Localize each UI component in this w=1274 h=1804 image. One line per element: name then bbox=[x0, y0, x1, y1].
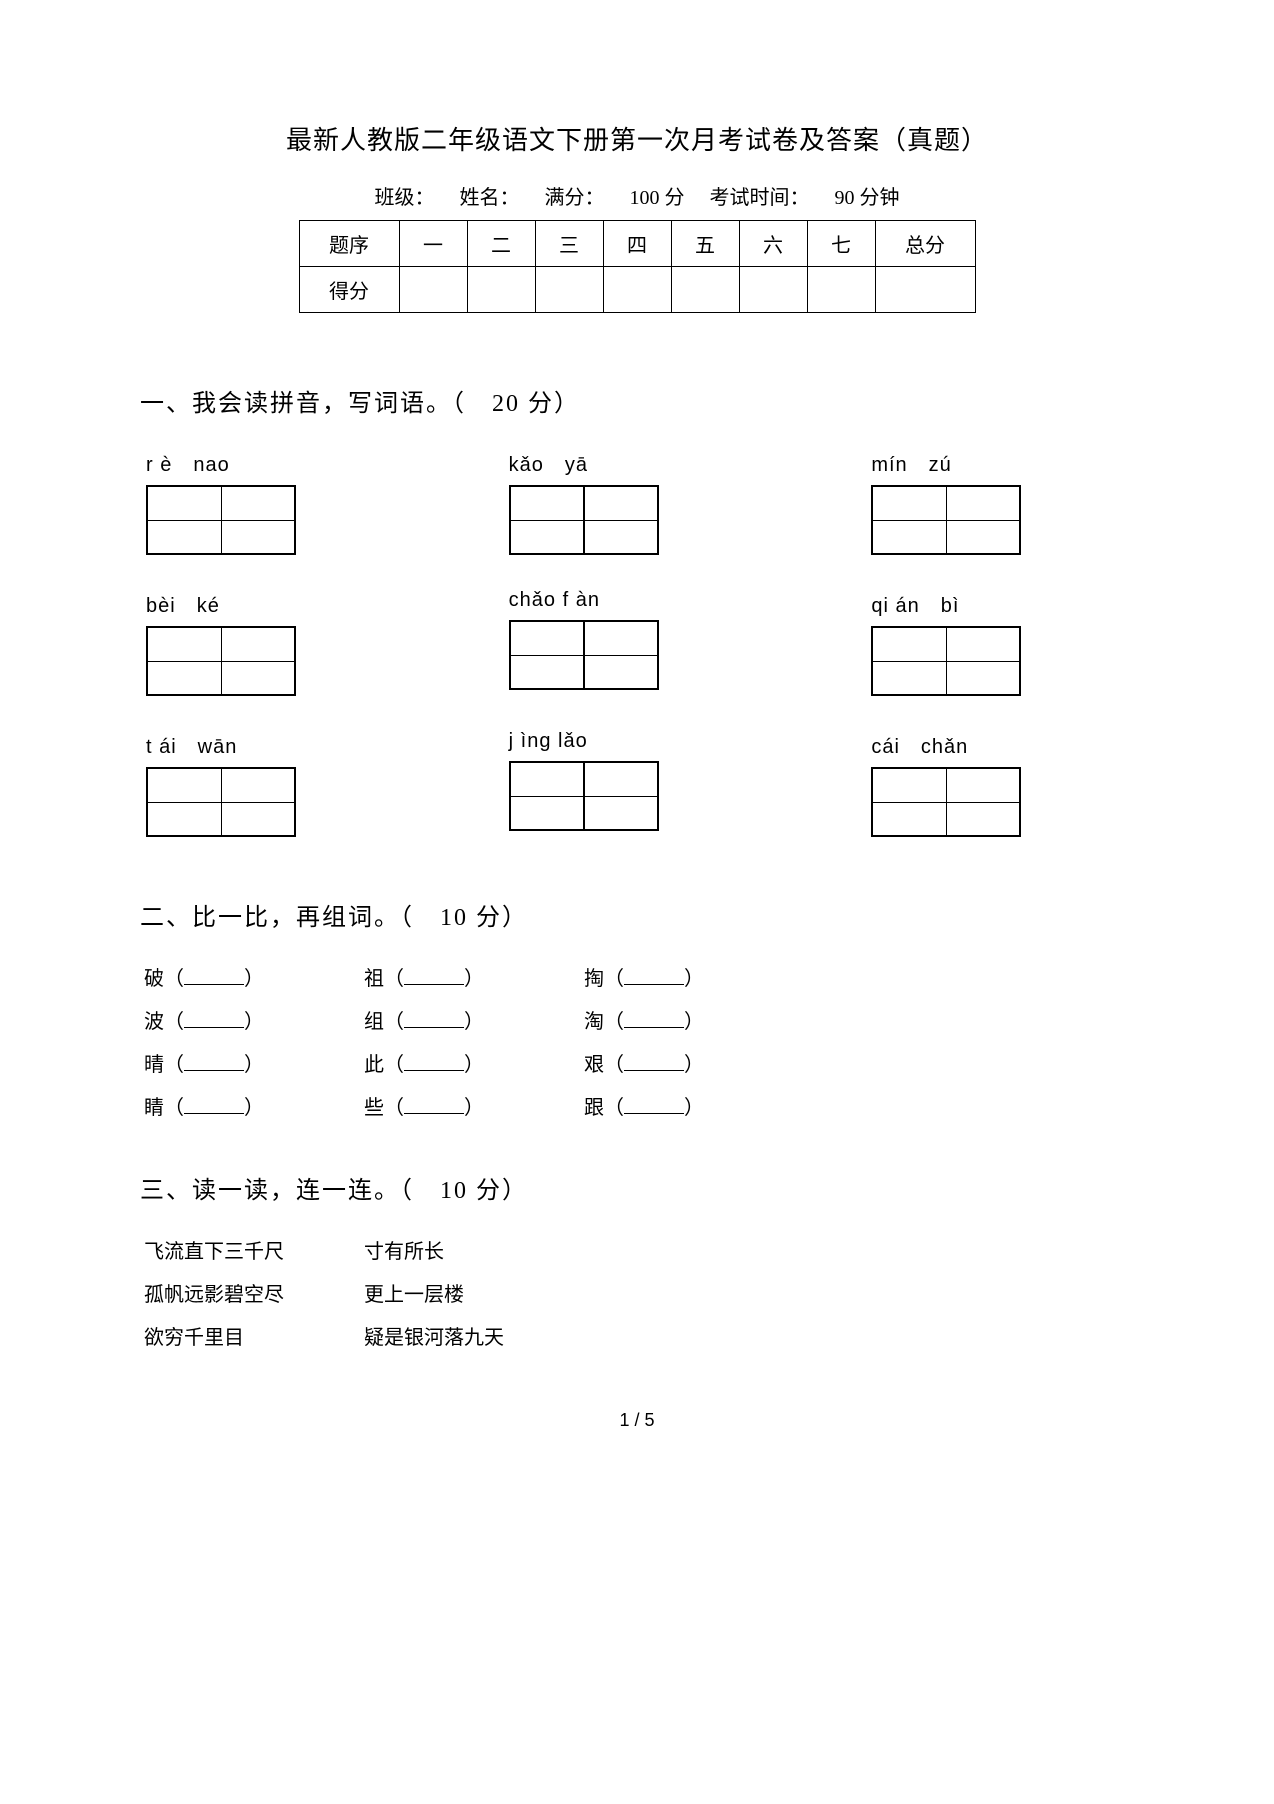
pinyin-item: cái chǎn bbox=[871, 730, 1134, 837]
compare-item: 艰（） bbox=[584, 1048, 804, 1077]
page-number: 1 / 5 bbox=[140, 1410, 1134, 1431]
table-cell: 七 bbox=[807, 221, 875, 267]
fill-blank[interactable] bbox=[184, 1053, 244, 1071]
time-value: 90 分钟 bbox=[835, 187, 900, 209]
match-left: 飞流直下三千尺 bbox=[144, 1235, 364, 1264]
table-cell: 三 bbox=[535, 221, 603, 267]
compare-item: 波（） bbox=[144, 1005, 364, 1034]
tianzige-box[interactable] bbox=[871, 485, 1021, 555]
tianzige-box[interactable] bbox=[509, 620, 659, 690]
match-right: 更上一层楼 bbox=[364, 1278, 624, 1307]
table-cell[interactable] bbox=[875, 267, 975, 313]
fill-blank[interactable] bbox=[624, 1010, 684, 1028]
pinyin-label: qi án bì bbox=[871, 589, 1134, 618]
tianzige-box[interactable] bbox=[871, 767, 1021, 837]
match-right: 疑是银河落九天 bbox=[364, 1321, 624, 1350]
time-label: 考试时间： bbox=[710, 187, 810, 209]
match-grid: 飞流直下三千尺 寸有所长 孤帆远影碧空尽 更上一层楼 欲穷千里目 疑是银河落九天 bbox=[140, 1235, 1134, 1350]
compare-item: 组（） bbox=[364, 1005, 584, 1034]
pinyin-item: t ái wān bbox=[146, 730, 409, 837]
compare-grid: 破（） 祖（） 掏（） 波（） 组（） 淘（） 晴（） 此（） 艰（） 睛（） … bbox=[140, 962, 1134, 1120]
fill-blank[interactable] bbox=[404, 1053, 464, 1071]
pinyin-item: kǎo yā bbox=[509, 448, 772, 555]
pinyin-label: bèi ké bbox=[146, 589, 409, 618]
fill-blank[interactable] bbox=[624, 967, 684, 985]
tianzige-box[interactable] bbox=[509, 761, 659, 831]
pinyin-item: chǎo f àn bbox=[509, 589, 772, 696]
fill-blank[interactable] bbox=[624, 1053, 684, 1071]
table-cell: 题序 bbox=[299, 221, 399, 267]
compare-item: 此（） bbox=[364, 1048, 584, 1077]
fill-blank[interactable] bbox=[404, 967, 464, 985]
score-table: 题序 一 二 三 四 五 六 七 总分 得分 bbox=[299, 220, 976, 313]
tianzige-box[interactable] bbox=[509, 485, 659, 555]
class-label: 班级： bbox=[375, 187, 435, 209]
fill-blank[interactable] bbox=[404, 1010, 464, 1028]
compare-item: 破（） bbox=[144, 962, 364, 991]
table-cell[interactable] bbox=[807, 267, 875, 313]
pinyin-label: cái chǎn bbox=[871, 730, 1134, 759]
pinyin-item: mín zú bbox=[871, 448, 1134, 555]
table-cell: 二 bbox=[467, 221, 535, 267]
pinyin-item: qi án bì bbox=[871, 589, 1134, 696]
table-cell[interactable] bbox=[739, 267, 807, 313]
fill-blank[interactable] bbox=[624, 1096, 684, 1114]
table-cell[interactable] bbox=[467, 267, 535, 313]
table-cell: 一 bbox=[399, 221, 467, 267]
tianzige-box[interactable] bbox=[146, 626, 296, 696]
pinyin-label: r è nao bbox=[146, 448, 409, 477]
match-left: 欲穷千里目 bbox=[144, 1321, 364, 1350]
pinyin-label: mín zú bbox=[871, 448, 1134, 477]
fill-blank[interactable] bbox=[184, 1096, 244, 1114]
table-cell: 得分 bbox=[299, 267, 399, 313]
table-cell: 四 bbox=[603, 221, 671, 267]
compare-item: 淘（） bbox=[584, 1005, 804, 1034]
pinyin-grid: r è nao kǎo yā mín zú bèi ké chǎo f àn q… bbox=[140, 448, 1134, 837]
name-label: 姓名： bbox=[460, 187, 520, 209]
pinyin-label: j ìng lǎo bbox=[509, 730, 772, 753]
fill-blank[interactable] bbox=[184, 967, 244, 985]
pinyin-item: j ìng lǎo bbox=[509, 730, 772, 837]
compare-item: 睛（） bbox=[144, 1091, 364, 1120]
page-title: 最新人教版二年级语文下册第一次月考试卷及答案（真题） bbox=[140, 120, 1134, 157]
pinyin-item: bèi ké bbox=[146, 589, 409, 696]
table-cell: 六 bbox=[739, 221, 807, 267]
compare-item: 祖（） bbox=[364, 962, 584, 991]
section1-heading: 一、我会读拼音，写词语。（ 20 分） bbox=[140, 383, 1134, 418]
tianzige-box[interactable] bbox=[146, 767, 296, 837]
table-cell[interactable] bbox=[399, 267, 467, 313]
pinyin-label: t ái wān bbox=[146, 730, 409, 759]
compare-item: 晴（） bbox=[144, 1048, 364, 1077]
section2-heading: 二、比一比，再组词。（ 10 分） bbox=[140, 897, 1134, 932]
tianzige-box[interactable] bbox=[871, 626, 1021, 696]
match-right: 寸有所长 bbox=[364, 1235, 624, 1264]
full-label: 满分： bbox=[545, 187, 605, 209]
compare-item: 跟（） bbox=[584, 1091, 804, 1120]
section3-heading: 三、读一读，连一连。（ 10 分） bbox=[140, 1170, 1134, 1205]
pinyin-item: r è nao bbox=[146, 448, 409, 555]
table-cell[interactable] bbox=[535, 267, 603, 313]
compare-item: 掏（） bbox=[584, 962, 804, 991]
compare-item: 些（） bbox=[364, 1091, 584, 1120]
full-value: 100 分 bbox=[630, 187, 685, 209]
match-left: 孤帆远影碧空尽 bbox=[144, 1278, 364, 1307]
pinyin-label: chǎo f àn bbox=[509, 589, 772, 612]
fill-blank[interactable] bbox=[184, 1010, 244, 1028]
tianzige-box[interactable] bbox=[146, 485, 296, 555]
exam-info-row: 班级： 姓名： 满分： 100 分 考试时间： 90 分钟 bbox=[140, 181, 1134, 210]
table-cell: 五 bbox=[671, 221, 739, 267]
table-cell[interactable] bbox=[671, 267, 739, 313]
table-cell: 总分 bbox=[875, 221, 975, 267]
pinyin-label: kǎo yā bbox=[509, 448, 772, 477]
table-cell[interactable] bbox=[603, 267, 671, 313]
fill-blank[interactable] bbox=[404, 1096, 464, 1114]
